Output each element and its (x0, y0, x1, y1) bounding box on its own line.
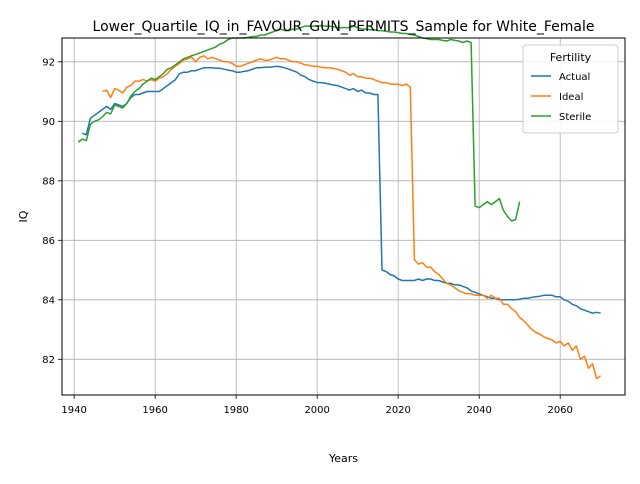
y-tick-label: 82 (42, 355, 55, 366)
chart-title: Lower_Quartile_IQ_in_FAVOUR_GUN_PERMITS_… (93, 19, 595, 35)
series-line-actual (82, 65, 601, 314)
series-line-sterile (77, 24, 521, 222)
y-tick-label: 84 (42, 295, 55, 306)
y-tick-label: 86 (42, 236, 55, 247)
series-lines (77, 24, 602, 380)
axes: 1940 1960 1980 2000 2020 2040 2060 82 84 86 88 90 92 (42, 57, 573, 416)
legend-label-ideal: Ideal (559, 92, 583, 103)
y-tick-label: 88 (42, 176, 55, 187)
y-axis-label: IQ (17, 210, 30, 222)
x-tick-label: 1980 (223, 405, 248, 416)
x-tick-label: 2000 (304, 405, 329, 416)
legend-label-actual: Actual (559, 72, 590, 83)
legend-label-sterile: Sterile (559, 112, 591, 123)
series-line-ideal (102, 55, 602, 380)
plot-frame (61, 37, 626, 396)
x-tick-label: 2040 (466, 405, 491, 416)
legend-box (522, 44, 619, 134)
legend: Fertility Actual Ideal Sterile (522, 44, 619, 134)
x-tick-label: 1960 (142, 405, 167, 416)
x-tick-label: 2060 (547, 405, 572, 416)
x-axis-label: Years (328, 452, 358, 465)
x-tick-label: 2020 (385, 405, 410, 416)
legend-items: Actual Ideal Sterile (531, 72, 591, 123)
y-tick-label: 90 (42, 117, 55, 128)
y-tick-label: 92 (42, 57, 55, 68)
legend-title: Fertility (550, 51, 592, 64)
grid (62, 38, 625, 395)
x-tick-label: 1940 (61, 405, 86, 416)
